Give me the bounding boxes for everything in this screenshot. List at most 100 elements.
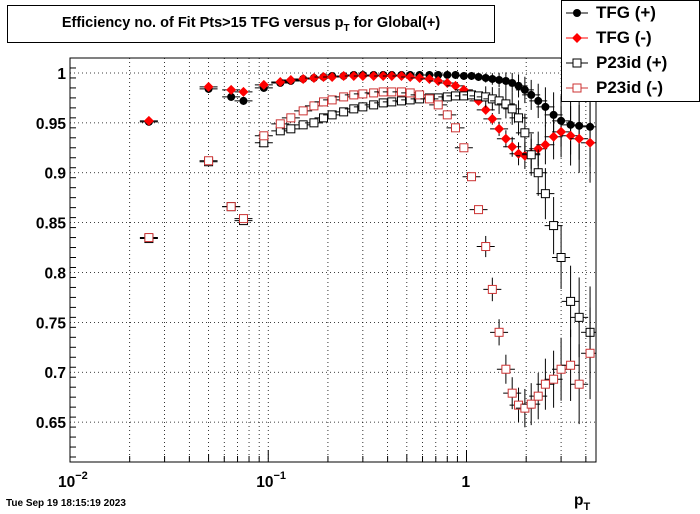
data-point	[396, 70, 407, 81]
series-3	[139, 87, 596, 428]
data-point	[327, 95, 337, 105]
data-point	[450, 80, 461, 91]
data-point	[339, 92, 349, 102]
data-point	[227, 92, 236, 101]
data-point	[433, 100, 443, 110]
data-point	[494, 123, 505, 134]
data-point	[549, 374, 559, 384]
data-point	[556, 126, 567, 137]
legend-marker-open-square	[566, 58, 588, 68]
data-point	[514, 113, 524, 123]
data-point	[226, 84, 237, 95]
data-point	[566, 360, 576, 370]
data-point	[226, 202, 236, 212]
y-tick-label: 0.9	[44, 166, 66, 183]
data-point	[275, 119, 285, 129]
data-point	[501, 99, 511, 109]
data-point	[358, 102, 368, 112]
data-point	[574, 133, 585, 144]
x-tick-label: 1	[462, 474, 471, 491]
data-point	[309, 118, 319, 128]
data-point	[434, 70, 443, 79]
data-point	[349, 90, 359, 100]
data-point	[204, 156, 214, 166]
data-point	[396, 87, 406, 97]
data-point	[368, 70, 379, 81]
data-point	[487, 284, 497, 294]
data-point	[495, 75, 504, 84]
legend-entry-tfg-minus: TFG (-)	[562, 26, 700, 50]
data-point	[144, 233, 154, 243]
data-point	[507, 388, 517, 398]
data-point	[534, 96, 543, 105]
chart-title: Efficiency no. of Fit Pts>15 TFG versus …	[61, 15, 441, 34]
data-point	[494, 327, 504, 337]
data-point	[275, 76, 286, 87]
data-point	[501, 364, 511, 374]
data-point	[424, 73, 435, 84]
data-point	[309, 101, 319, 111]
data-point	[442, 110, 452, 120]
y-tick-label: 0.8	[44, 265, 66, 282]
data-point	[474, 72, 483, 81]
y-tick-label: 0.7	[44, 365, 66, 382]
data-point	[480, 104, 491, 115]
data-point	[540, 139, 551, 150]
data-point	[533, 143, 544, 154]
data-point	[348, 70, 359, 81]
x-tick-labels: 10−2 10−1 1	[58, 470, 471, 491]
data-point	[566, 296, 576, 306]
data-point	[514, 81, 523, 90]
data-point	[540, 379, 550, 389]
data-point	[533, 391, 543, 401]
data-point	[285, 74, 296, 85]
data-point	[286, 124, 296, 134]
data-point	[203, 81, 214, 92]
legend-marker-filled-circle	[566, 9, 588, 17]
data-point	[541, 102, 550, 111]
data-point	[298, 106, 308, 116]
data-point	[286, 113, 296, 123]
data-point	[574, 312, 584, 322]
y-tick-label: 0.85	[36, 216, 67, 233]
data-point	[414, 72, 425, 83]
data-point	[507, 141, 518, 152]
x-tick-label: 10−1	[256, 470, 286, 491]
data-point	[574, 379, 584, 389]
data-point	[349, 104, 359, 114]
data-point	[481, 73, 490, 82]
data-point	[481, 242, 491, 252]
data-point	[369, 100, 379, 110]
data-point	[298, 73, 309, 84]
data-point	[459, 143, 469, 153]
legend-marker-filled-diamond	[566, 33, 588, 43]
legend-entry-p23id-plus: P23id (+)	[562, 51, 700, 75]
data-point	[474, 205, 484, 215]
data-point	[424, 94, 434, 104]
data-point	[526, 399, 536, 409]
data-point	[298, 120, 308, 130]
data-point	[238, 214, 248, 224]
legend-label: TFG (+)	[596, 3, 656, 22]
data-point	[459, 91, 469, 101]
data-point	[585, 137, 596, 148]
data-point	[358, 89, 368, 99]
data-point	[258, 79, 269, 90]
x-tick-label: 10−2	[58, 470, 88, 491]
legend-entry-p23id-minus: P23id (-)	[562, 76, 700, 100]
data-point	[533, 168, 543, 178]
title-box: Efficiency no. of Fit Pts>15 TFG versus …	[7, 5, 495, 43]
data-point	[467, 172, 477, 182]
grid-lines	[70, 58, 596, 462]
data-point	[500, 133, 511, 144]
y-tick-labels: 0.65 0.7 0.75 0.8 0.85 0.9 0.95 1	[36, 66, 67, 432]
data-point	[585, 348, 595, 358]
data-point	[556, 364, 566, 374]
legend-marker-open-square-red	[566, 83, 588, 93]
data-point	[520, 85, 529, 94]
data-point	[259, 131, 269, 141]
data-point	[387, 97, 397, 107]
x-axis-title: pT	[574, 492, 590, 513]
data-point	[405, 71, 416, 82]
data-point	[520, 128, 530, 138]
